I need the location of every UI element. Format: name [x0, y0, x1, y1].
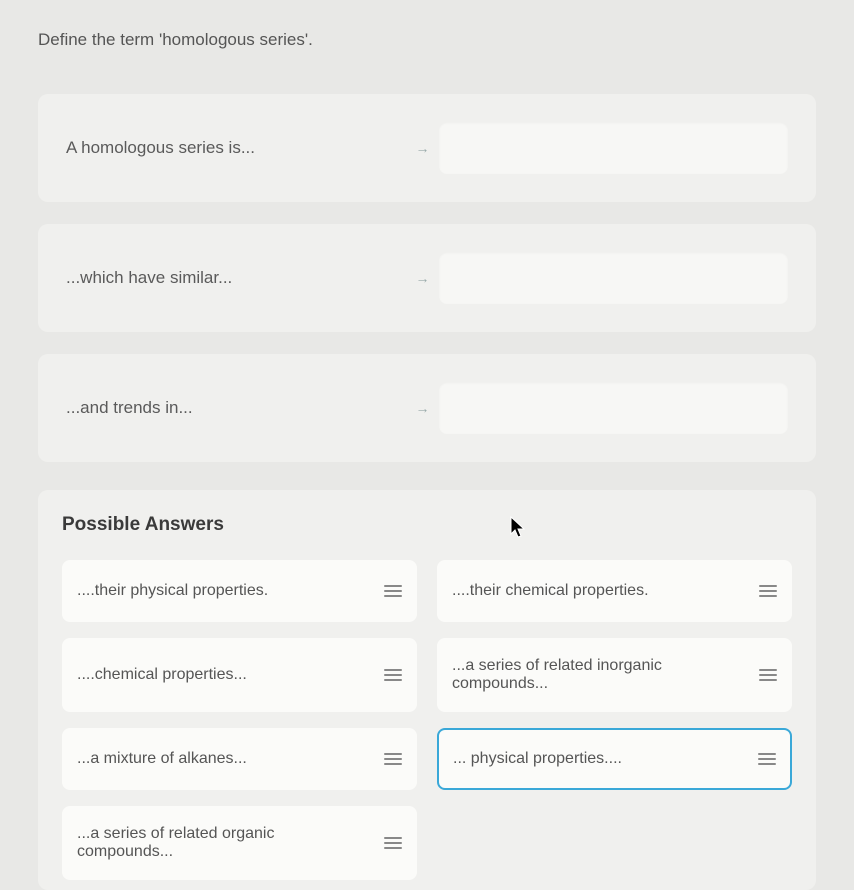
prompt-label: ...which have similar...	[66, 268, 413, 288]
answers-grid: ....their physical properties. ....their …	[62, 560, 792, 880]
answer-chip-6[interactable]: ...a series of related organic compounds…	[62, 806, 417, 880]
answer-text: ...a series of related inorganic compoun…	[452, 657, 749, 693]
answer-text: ...a series of related organic compounds…	[77, 825, 374, 861]
answer-chip-4[interactable]: ...a mixture of alkanes...	[62, 728, 417, 790]
answer-text: ....chemical properties...	[77, 666, 374, 684]
arrow-icon: →	[413, 400, 433, 416]
prompt-row-2: ...and trends in... →	[38, 354, 816, 462]
drag-handle-icon[interactable]	[384, 669, 402, 681]
answer-chip-0[interactable]: ....their physical properties.	[62, 560, 417, 622]
drag-handle-icon[interactable]	[384, 585, 402, 597]
answer-text: ...a mixture of alkanes...	[77, 750, 374, 768]
drag-handle-icon[interactable]	[759, 669, 777, 681]
arrow-icon: →	[413, 270, 433, 286]
drop-target-0[interactable]	[439, 122, 788, 174]
answer-text: ... physical properties....	[453, 750, 748, 768]
drag-handle-icon[interactable]	[384, 753, 402, 765]
answer-text: ....their chemical properties.	[452, 582, 749, 600]
possible-answers-card: Possible Answers ....their physical prop…	[38, 490, 816, 890]
answer-chip-5[interactable]: ... physical properties....	[437, 728, 792, 790]
arrow-icon: →	[413, 140, 433, 156]
answer-text: ....their physical properties.	[77, 582, 374, 600]
answer-chip-1[interactable]: ....their chemical properties.	[437, 560, 792, 622]
answer-chip-3[interactable]: ...a series of related inorganic compoun…	[437, 638, 792, 712]
answer-chip-2[interactable]: ....chemical properties...	[62, 638, 417, 712]
prompt-label: A homologous series is...	[66, 138, 413, 158]
prompt-row-1: ...which have similar... →	[38, 224, 816, 332]
drop-target-1[interactable]	[439, 252, 788, 304]
drag-handle-icon[interactable]	[384, 837, 402, 849]
prompt-label: ...and trends in...	[66, 398, 413, 418]
drop-target-2[interactable]	[439, 382, 788, 434]
drag-handle-icon[interactable]	[758, 753, 776, 765]
question-text: Define the term 'homologous series'.	[38, 30, 816, 50]
prompt-row-0: A homologous series is... →	[38, 94, 816, 202]
possible-answers-title: Possible Answers	[62, 514, 792, 536]
drag-handle-icon[interactable]	[759, 585, 777, 597]
